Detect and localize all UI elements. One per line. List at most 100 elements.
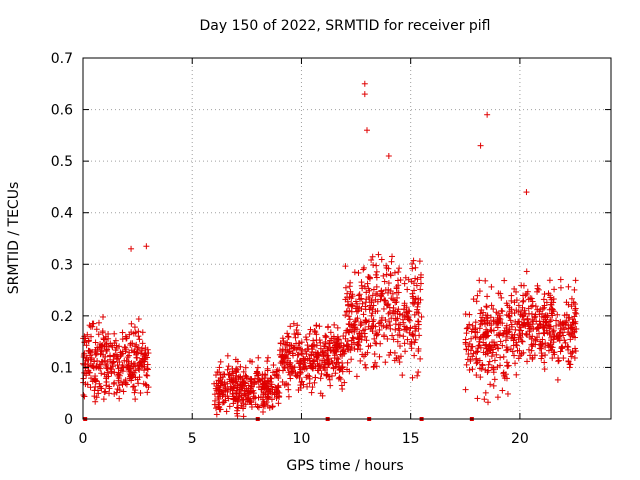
data-point	[397, 277, 404, 284]
data-point	[494, 316, 501, 323]
data-point	[234, 407, 241, 414]
data-point	[382, 316, 389, 323]
data-point	[358, 282, 365, 289]
data-point	[308, 343, 315, 350]
data-point	[285, 393, 292, 400]
data-point	[119, 329, 126, 336]
data-point	[268, 396, 275, 403]
data-point	[376, 353, 383, 360]
data-point	[366, 302, 373, 309]
data-point	[413, 325, 420, 332]
data-point	[132, 396, 139, 403]
data-point	[469, 366, 476, 373]
data-point	[120, 364, 127, 371]
data-point	[233, 369, 240, 376]
data-point	[137, 359, 144, 366]
data-point	[313, 337, 320, 344]
data-point	[94, 346, 101, 353]
data-point	[275, 384, 282, 391]
data-point	[80, 353, 87, 360]
data-point	[348, 295, 355, 302]
data-point	[342, 263, 349, 270]
data-point	[144, 372, 151, 379]
data-point	[378, 256, 385, 263]
data-point	[413, 282, 420, 289]
data-point	[244, 398, 251, 405]
data-point	[313, 353, 320, 360]
data-point	[325, 373, 332, 380]
data-point	[465, 343, 472, 350]
data-point	[237, 373, 244, 380]
data-point	[496, 332, 503, 339]
data-point	[335, 335, 342, 342]
data-point	[268, 375, 275, 382]
data-point	[358, 295, 365, 302]
data-point	[105, 335, 112, 342]
data-point	[135, 333, 142, 340]
data-point	[407, 324, 414, 331]
data-point	[102, 388, 109, 395]
data-point	[131, 343, 138, 350]
data-point	[98, 385, 105, 392]
data-point	[297, 369, 304, 376]
data-point	[285, 333, 292, 340]
data-point	[264, 358, 271, 365]
data-point	[322, 361, 329, 368]
data-point	[310, 337, 317, 344]
data-point	[124, 354, 131, 361]
data-point	[228, 378, 235, 385]
data-point	[245, 395, 252, 402]
data-point	[230, 400, 237, 407]
data-point	[528, 347, 535, 354]
data-point	[384, 335, 391, 342]
data-point	[99, 341, 106, 348]
data-point	[482, 366, 489, 373]
data-point	[116, 359, 123, 366]
data-point	[369, 292, 376, 299]
data-point	[500, 353, 507, 360]
data-point	[135, 380, 142, 387]
data-point	[309, 384, 316, 391]
data-point	[87, 384, 94, 391]
data-point	[296, 374, 303, 381]
data-point	[490, 327, 497, 334]
data-point	[115, 377, 122, 384]
data-point	[108, 366, 115, 373]
data-point	[279, 346, 286, 353]
data-point	[474, 395, 481, 402]
data-point	[504, 363, 511, 370]
data-point	[371, 363, 378, 370]
data-point	[247, 378, 254, 385]
data-point	[571, 354, 578, 361]
data-point	[412, 275, 419, 282]
data-point	[348, 356, 355, 363]
data-point	[396, 343, 403, 350]
data-point	[309, 364, 316, 371]
data-point	[299, 378, 306, 385]
data-point	[234, 398, 241, 405]
data-point	[373, 332, 380, 339]
data-point	[250, 389, 257, 396]
data-point	[483, 326, 490, 333]
data-point	[123, 346, 130, 353]
data-point	[90, 320, 97, 327]
data-point	[482, 389, 489, 396]
data-point	[327, 382, 334, 389]
data-point	[248, 403, 255, 410]
data-point	[321, 364, 328, 371]
data-point	[401, 300, 408, 307]
data-point	[401, 323, 408, 330]
data-point	[373, 274, 380, 281]
data-point	[335, 375, 342, 382]
data-point	[394, 315, 401, 322]
data-point	[343, 366, 350, 373]
data-point	[287, 359, 294, 366]
data-point	[523, 268, 530, 275]
data-point	[486, 346, 493, 353]
data-point	[119, 362, 126, 369]
data-point	[133, 351, 140, 358]
data-point	[85, 367, 92, 374]
data-point	[497, 338, 504, 345]
data-point	[304, 383, 311, 390]
data-point	[107, 356, 114, 363]
